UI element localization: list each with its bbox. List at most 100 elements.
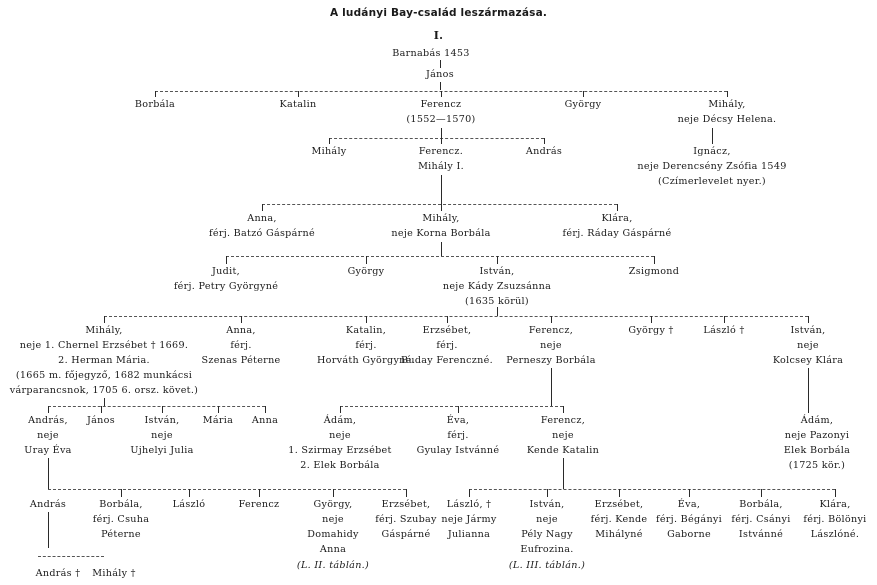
- person-anna3: Anna: [135, 413, 395, 428]
- person-janos1: János: [310, 67, 570, 82]
- person-line: Anna: [251, 415, 279, 426]
- person-line: Erzsébet,: [422, 325, 472, 336]
- person-line: Julianna: [447, 529, 491, 540]
- connector-line: [497, 307, 498, 316]
- connector-line: [329, 138, 544, 139]
- person-erzsebet2: Erzsébet, férj. Szubay Gáspárné: [276, 497, 536, 542]
- connector-line: [544, 138, 545, 144]
- person-line: neje 1. Chernel Erzsébet † 1669.: [19, 340, 189, 351]
- person-line: György: [564, 99, 602, 110]
- connector-line: [551, 368, 552, 406]
- person-istvan1: István, neje Kády Zsuzsánna (1635 körül): [367, 264, 627, 309]
- connector-line: [835, 489, 836, 497]
- person-line: Barnabás 1453: [392, 48, 470, 59]
- person-line: Pély Nagy: [521, 529, 573, 540]
- person-katalin1: Katalin: [168, 97, 428, 112]
- person-line: István,: [790, 325, 826, 336]
- connector-line: [333, 489, 334, 497]
- person-line: Uray Éva: [24, 445, 72, 456]
- connector-line: [104, 316, 808, 317]
- person-line: Ádám,: [323, 415, 357, 426]
- person-line: férj. Bégányi: [655, 514, 723, 525]
- person-ferencz3: Ferencz, neje Perneszy Borbála: [421, 323, 681, 368]
- connector-line: [441, 91, 442, 97]
- person-borbala1: Borbála: [25, 97, 285, 112]
- table-reference-note: (L. III. táblán.): [508, 560, 586, 571]
- person-janos2: János: [0, 413, 231, 428]
- connector-line: [440, 82, 441, 90]
- person-zsigmond: Zsigmond: [524, 264, 784, 279]
- person-line: Borbála,: [99, 499, 143, 510]
- person-laszlo3: László, † neje Jármy Julianna: [339, 497, 599, 542]
- connector-line: [259, 489, 260, 497]
- person-judit: Judit, férj. Petry Györgyné: [96, 264, 356, 294]
- person-line: neje: [37, 430, 59, 441]
- person-line: neje: [329, 430, 351, 441]
- person-laszlo2: László: [59, 497, 319, 512]
- connector-line: [712, 128, 713, 144]
- person-line: férj. Csuha: [92, 514, 150, 525]
- person-andras2: András, neje Uray Éva: [0, 413, 178, 458]
- connector-line: [226, 256, 227, 264]
- connector-line: [469, 489, 835, 490]
- person-line: Éva,: [677, 499, 701, 510]
- person-line: Szenas Péterne: [201, 355, 281, 366]
- person-andras3: András: [0, 497, 178, 512]
- connector-line: [366, 316, 367, 323]
- person-erzsebet1: Erzsébet, férj. Buday Ferenczné.: [317, 323, 577, 368]
- person-line: András: [29, 499, 67, 510]
- connector-line: [340, 406, 563, 407]
- person-line: neje: [536, 514, 558, 525]
- person-line: (1665 m. főjegyző, 1682 munkácsi: [15, 370, 193, 381]
- connector-line: [441, 242, 442, 256]
- person-line: Eufrozina.: [520, 544, 574, 555]
- connector-line: [469, 489, 470, 497]
- person-ignacz: Ignácz, neje Derencsény Zsófia 1549 (Czíme…: [582, 144, 842, 189]
- person-barnabas: Barnabás 1453: [301, 46, 561, 61]
- person-line: Ujhelyi Julia: [130, 445, 194, 456]
- person-andras4: András †: [0, 566, 188, 581]
- connector-line: [265, 406, 266, 413]
- person-gyorgy3: György †: [521, 323, 781, 338]
- person-line: 2. Elek Borbála: [300, 460, 380, 471]
- person-line: 1. Szirmay Erzsébet: [288, 445, 392, 456]
- connector-line: [808, 316, 809, 323]
- person-line: férj. Petry Györgyné: [173, 281, 279, 292]
- connector-line: [458, 406, 459, 413]
- person-line: Ferencz: [420, 99, 462, 110]
- connector-line: [447, 316, 448, 323]
- person-line: Mihály: [311, 146, 347, 157]
- person-anna2: Anna, férj. Szenas Péterne: [111, 323, 371, 368]
- person-line: Horváth Györgyné.: [317, 355, 415, 366]
- connector-line: [563, 458, 564, 489]
- person-line: neje: [151, 430, 173, 441]
- person-mihaly1: Mihály, neje Décsy Helena.: [597, 97, 857, 127]
- person-line: neje Décsy Helena.: [677, 114, 777, 125]
- person-line: Klára,: [819, 499, 851, 510]
- person-line: Éva,: [446, 415, 470, 426]
- connector-line: [262, 204, 263, 211]
- person-line: András,: [28, 415, 68, 426]
- person-line: Istvánné: [738, 529, 784, 540]
- person-line: férj. Szubay: [375, 514, 437, 525]
- person-line: férj.: [436, 340, 458, 351]
- person-line: Elek Borbála: [783, 445, 851, 456]
- person-line: Ferencz,: [540, 415, 586, 426]
- connector-line: [441, 175, 442, 204]
- person-line: neje Pazonyi: [784, 430, 850, 441]
- connector-line: [48, 512, 49, 548]
- person-line: László, †: [446, 499, 492, 510]
- person-line: Mária: [202, 415, 234, 426]
- person-line: Judit,: [212, 266, 240, 277]
- person-line: Mihály I.: [418, 161, 464, 172]
- person-line: férj. Batzó Gáspárné: [208, 228, 315, 239]
- person-line: András †: [35, 568, 81, 579]
- connector-line: [48, 489, 406, 490]
- person-istvan4: István, neje Pély Nagy Eufrozina.: [417, 497, 677, 557]
- person-katalin2: Katalin, férj. Horváth Györgyné.: [236, 323, 496, 368]
- person-borbala3: Borbála, férj. Csányi Istvánné: [631, 497, 877, 542]
- person-eva1: Éva, férj. Gyulay Istvánné: [328, 413, 588, 458]
- person-line: Katalin: [279, 99, 317, 110]
- person-andras1: András: [414, 144, 674, 159]
- connector-line: [101, 406, 102, 413]
